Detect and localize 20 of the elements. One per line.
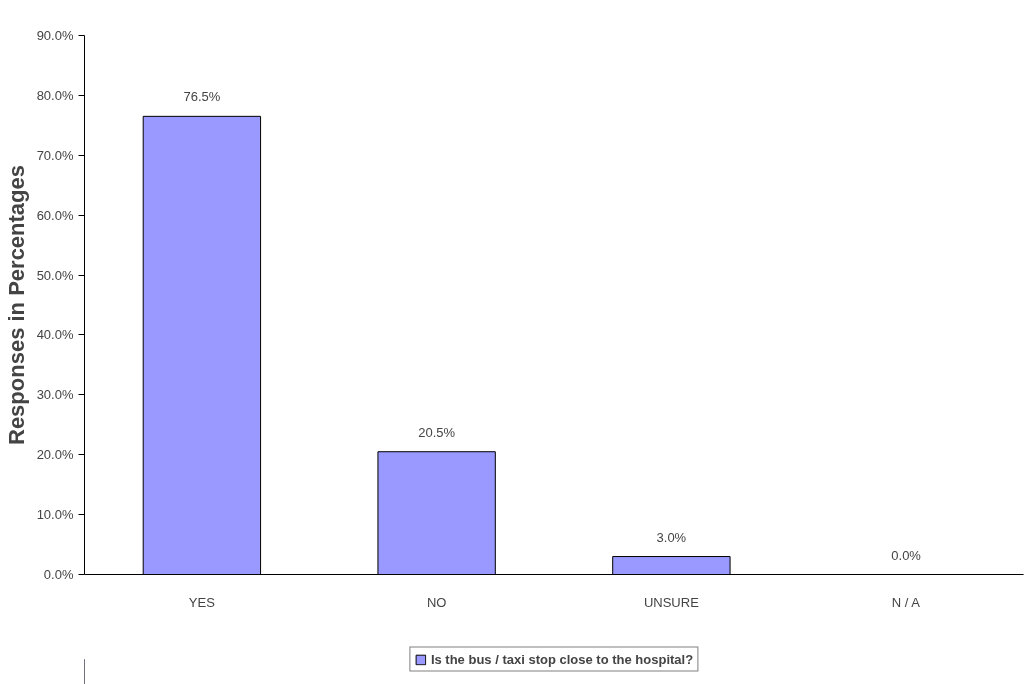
- data-label: 0.0%: [891, 547, 922, 563]
- y-tick-label: 20.0%: [36, 447, 74, 463]
- x-tick-label: YES: [188, 594, 216, 610]
- y-tick-label: 60.0%: [36, 207, 74, 223]
- data-label: 20.5%: [418, 424, 456, 440]
- y-tick-label: 10.0%: [36, 507, 74, 523]
- y-tick-label: 30.0%: [36, 387, 74, 403]
- y-tick-label: 40.0%: [36, 327, 74, 343]
- y-tick-label: 0.0%: [43, 567, 74, 582]
- x-tick-label: N / A: [891, 594, 921, 610]
- y-tick-label: 80.0%: [36, 87, 74, 103]
- legend-label: Is the bus / taxi stop close to the hospital?: [430, 651, 694, 667]
- data-label: 3.0%: [656, 529, 687, 545]
- x-tick-label: NO: [426, 594, 447, 610]
- x-tick-label: UNSURE: [643, 594, 700, 610]
- y-tick-label: 90.0%: [36, 28, 74, 43]
- data-label: 76.5%: [183, 89, 221, 105]
- y-tick-label: 50.0%: [36, 267, 74, 283]
- y-tick-label: 70.0%: [36, 147, 74, 163]
- y-axis-title: Responses in Percentages: [3, 164, 29, 445]
